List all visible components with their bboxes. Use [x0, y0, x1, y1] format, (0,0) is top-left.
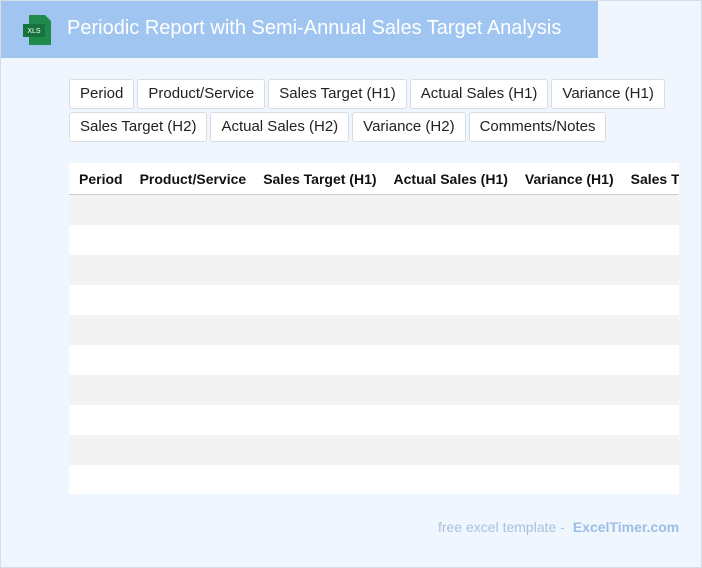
table-cell: [383, 405, 515, 435]
tag[interactable]: Actual Sales (H2): [210, 112, 350, 142]
tag[interactable]: Variance (H1): [551, 79, 665, 109]
table-cell: [383, 285, 515, 315]
table-cell: [383, 465, 515, 494]
table-row: [69, 194, 679, 225]
table-row: [69, 285, 679, 315]
table-cell: [514, 345, 621, 375]
table-cell: [514, 375, 621, 405]
table-cell: [620, 345, 679, 375]
column-header: Sales Target (H2): [620, 163, 679, 195]
table-cell: [620, 375, 679, 405]
table-cell: [253, 315, 384, 345]
table-row: [69, 225, 679, 255]
table-cell: [253, 435, 384, 465]
table-cell: [383, 315, 515, 345]
table-cell: [253, 225, 384, 255]
table-cell: [253, 465, 384, 494]
table-row: [69, 465, 679, 494]
table-cell: [514, 435, 621, 465]
table-cell: [253, 285, 384, 315]
table-cell: [620, 435, 679, 465]
tag[interactable]: Sales Target (H2): [69, 112, 208, 142]
table-cell: [129, 345, 254, 375]
header-bar: XLS Periodic Report with Semi-Annual Sal…: [1, 1, 598, 58]
tag[interactable]: Comments/Notes: [468, 112, 607, 142]
table-cell: [253, 194, 384, 225]
table-cell: [620, 315, 679, 345]
tag[interactable]: Sales Target (H1): [268, 79, 407, 109]
table-cell: [129, 194, 254, 225]
table-cell: [253, 375, 384, 405]
table-cell: [514, 315, 621, 345]
table-cell: [69, 405, 130, 435]
footer-link[interactable]: ExcelTimer.com: [572, 519, 680, 535]
column-header: Sales Target (H1): [253, 163, 384, 195]
table-cell: [383, 194, 515, 225]
table-cell: [69, 345, 130, 375]
table-cell: [129, 465, 254, 494]
column-header: Variance (H1): [514, 163, 621, 195]
table-row: [69, 435, 679, 465]
column-header: Period: [69, 163, 130, 195]
table-container: Period Product/Service Sales Target (H1) Ac…: [69, 163, 679, 494]
tag[interactable]: Variance (H2): [352, 112, 466, 142]
table-cell: [129, 405, 254, 435]
page-title: Periodic Report with Semi-Annual Sales T…: [67, 17, 562, 39]
table-cell: [69, 285, 130, 315]
table-cell: [620, 225, 679, 255]
table-cell: [69, 435, 130, 465]
table-cell: [69, 315, 130, 345]
table-row: [69, 345, 679, 375]
table-cell: [129, 285, 254, 315]
table-cell: [514, 405, 621, 435]
table-cell: [514, 255, 621, 285]
table-row: [69, 375, 679, 405]
table-cell: [383, 435, 515, 465]
table-cell: [129, 375, 254, 405]
tag[interactable]: Period: [69, 79, 135, 109]
table-cell: [383, 255, 515, 285]
table-cell: [620, 405, 679, 435]
table-row: [69, 255, 679, 285]
table-cell: [620, 194, 679, 225]
table-cell: [69, 375, 130, 405]
table-row: [69, 405, 679, 435]
table-cell: [383, 225, 515, 255]
table-cell: [514, 465, 621, 494]
table-cell: [69, 255, 130, 285]
footer: free excel template - ExcelTimer.com: [438, 519, 679, 535]
table-cell: [620, 465, 679, 494]
table-cell: [129, 315, 254, 345]
tag-list: Period Product/Service Sales Target (H1) Ac…: [69, 79, 669, 142]
table-cell: [383, 345, 515, 375]
table-body: [69, 194, 679, 494]
table-cell: [69, 465, 130, 494]
table-cell: [129, 255, 254, 285]
column-header: Product/Service: [129, 163, 254, 195]
table-cell: [620, 285, 679, 315]
table-cell: [253, 405, 384, 435]
table-cell: [383, 375, 515, 405]
table-cell: [620, 255, 679, 285]
table-cell: [514, 225, 621, 255]
tag[interactable]: Product/Service: [137, 79, 266, 109]
footer-text: free excel template -: [438, 519, 565, 535]
column-header: Actual Sales (H1): [383, 163, 515, 195]
table-cell: [253, 345, 384, 375]
file-icon: XLS: [23, 15, 51, 45]
table-cell: [69, 194, 130, 225]
data-table: Period Product/Service Sales Target (H1) Ac…: [69, 163, 679, 494]
table-cell: [514, 285, 621, 315]
table-cell: [253, 255, 384, 285]
icon-label: XLS: [27, 28, 41, 35]
table-row: [69, 315, 679, 345]
table-cell: [514, 194, 621, 225]
table-cell: [129, 225, 254, 255]
tag[interactable]: Actual Sales (H1): [409, 79, 549, 109]
header-row: Period Product/Service Sales Target (H1) Ac…: [69, 163, 679, 195]
table-cell: [129, 435, 254, 465]
table-cell: [69, 225, 130, 255]
